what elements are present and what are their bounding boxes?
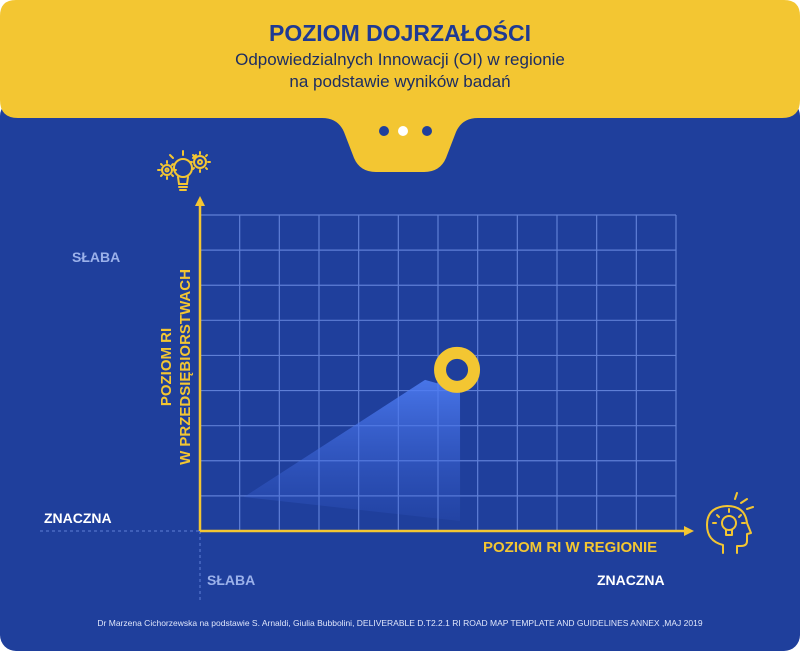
y-low-label: SŁABA bbox=[72, 249, 121, 265]
source-footnote: Dr Marzena Cichorzewska na podstawie S. … bbox=[97, 618, 703, 628]
x-high-label: ZNACZNA bbox=[597, 572, 665, 588]
page-title: POZIOM DOJRZAŁOŚCI bbox=[269, 20, 531, 46]
maturity-marker bbox=[434, 346, 481, 393]
y-axis-arrow bbox=[195, 196, 205, 206]
y-high-label: ZNACZNA bbox=[44, 510, 112, 526]
y-axis-title-line1: POZIOM RI bbox=[158, 327, 175, 407]
page-dot-active bbox=[398, 126, 408, 136]
y-axis-title: POZIOM RI W PRZEDSIĘBIORSTWACH bbox=[157, 269, 195, 465]
gears-lightbulb-icon bbox=[157, 150, 211, 191]
blue-panel bbox=[0, 100, 800, 651]
page-dot bbox=[422, 126, 432, 136]
x-axis-arrow bbox=[684, 526, 694, 536]
y-axis-title-line2: W PRZEDSIĘBIORSTWACH bbox=[177, 269, 194, 465]
x-low-label: SŁABA bbox=[207, 572, 256, 588]
page-subtitle-line1: Odpowiedzialnych Innowacji (OI) w region… bbox=[235, 50, 565, 69]
head-lightbulb-icon bbox=[706, 492, 754, 554]
page-subtitle-line2: na podstawie wyników badań bbox=[289, 72, 511, 91]
light-beam bbox=[244, 379, 461, 521]
yellow-header bbox=[0, 0, 800, 172]
x-axis-title: POZIOM RI W REGIONIE bbox=[483, 539, 658, 556]
chart-grid bbox=[199, 214, 677, 532]
page-dot bbox=[379, 126, 389, 136]
